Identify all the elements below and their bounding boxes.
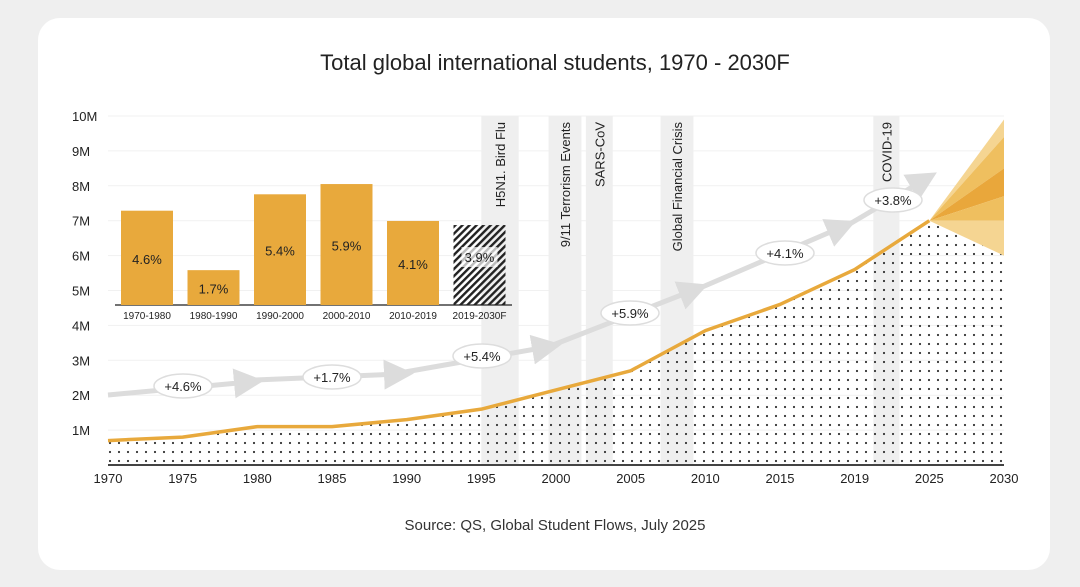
inset-bar bbox=[320, 184, 373, 305]
forecast-band bbox=[929, 168, 1004, 221]
inset-bar bbox=[121, 210, 173, 305]
inset-bar bbox=[254, 194, 306, 305]
series-line bbox=[107, 219, 931, 443]
inset-bar-label: 4.6% bbox=[132, 252, 162, 267]
y-tick-label: 4M bbox=[72, 318, 90, 333]
x-tick-label: 2005 bbox=[616, 471, 645, 486]
inset-category-label: 1990-2000 bbox=[256, 311, 304, 322]
inset-category-label: 2010-2019 bbox=[389, 311, 437, 322]
x-tick-label: 1990 bbox=[392, 471, 421, 486]
inset-category-label: 2000-2010 bbox=[323, 311, 371, 322]
event-label: Global Financial Crisis bbox=[670, 122, 685, 252]
growth-label: +3.8% bbox=[874, 193, 912, 208]
inset-bar bbox=[187, 270, 240, 305]
x-tick-label: 1985 bbox=[318, 471, 347, 486]
x-tick-label: 2010 bbox=[691, 471, 720, 486]
growth-label: +4.6% bbox=[164, 379, 202, 394]
x-tick-label: 2030 bbox=[990, 471, 1019, 486]
inset-bar-label: 3.9% bbox=[465, 250, 495, 265]
area-fill bbox=[108, 220, 1004, 465]
event-label: COVID-19 bbox=[879, 122, 894, 182]
growth-label: +1.7% bbox=[313, 370, 351, 385]
forecast-band bbox=[929, 119, 1004, 221]
x-tick-label: 1995 bbox=[467, 471, 496, 486]
growth-label-bubble bbox=[863, 187, 923, 213]
event-label: 9/11 Terrorism Events bbox=[558, 122, 573, 248]
inset-category-label: 1980-1990 bbox=[190, 311, 238, 322]
y-tick-label: 8M bbox=[72, 179, 90, 194]
x-tick-label: 1975 bbox=[168, 471, 197, 486]
y-tick-label: 6M bbox=[72, 249, 90, 264]
x-tick-label: 1970 bbox=[94, 471, 123, 486]
inset-bar-label: 5.4% bbox=[265, 244, 295, 259]
x-tick-label: 2000 bbox=[542, 471, 571, 486]
x-tick-label: 2015 bbox=[766, 471, 795, 486]
y-tick-label: 9M bbox=[72, 144, 90, 159]
growth-label: +4.1% bbox=[766, 246, 804, 261]
inset-bar-label: 1.7% bbox=[199, 282, 229, 297]
growth-label-bubble bbox=[755, 240, 815, 266]
inset-bar bbox=[387, 220, 439, 305]
growth-label-bubble bbox=[302, 364, 362, 390]
forecast-band bbox=[929, 196, 1004, 221]
chart-title: Total global international students, 197… bbox=[320, 50, 790, 75]
inset-bar-label: 4.1% bbox=[398, 257, 428, 272]
x-tick-label: 1980 bbox=[243, 471, 272, 486]
growth-label: +5.9% bbox=[611, 306, 649, 321]
event-label: SARS-CoV bbox=[592, 122, 607, 187]
forecast-band bbox=[929, 220, 1004, 256]
x-tick-label: 2025 bbox=[915, 471, 944, 486]
inset-label-bg bbox=[461, 247, 498, 268]
growth-label-bubble bbox=[452, 343, 512, 369]
y-tick-label: 3M bbox=[72, 353, 90, 368]
growth-label-bubble bbox=[600, 300, 660, 326]
growth-label-bubble bbox=[153, 373, 213, 399]
y-tick-label: 2M bbox=[72, 388, 90, 403]
event-label: H5N1. Bird Flu bbox=[493, 122, 508, 207]
inset-bar-label: 5.9% bbox=[332, 239, 362, 254]
y-tick-label: 5M bbox=[72, 284, 90, 299]
forecast-band bbox=[929, 136, 1004, 221]
growth-label: +5.4% bbox=[463, 349, 501, 364]
inset-category-label: 2019-2030F bbox=[453, 311, 507, 322]
y-tick-label: 1M bbox=[72, 423, 90, 438]
inset-category-label: 1970-1980 bbox=[123, 311, 171, 322]
y-tick-label: 7M bbox=[72, 214, 90, 229]
y-tick-label: 10M bbox=[72, 109, 97, 124]
chart-source: Source: QS, Global Student Flows, July 2… bbox=[404, 517, 706, 534]
x-tick-label: 2019 bbox=[840, 471, 869, 486]
